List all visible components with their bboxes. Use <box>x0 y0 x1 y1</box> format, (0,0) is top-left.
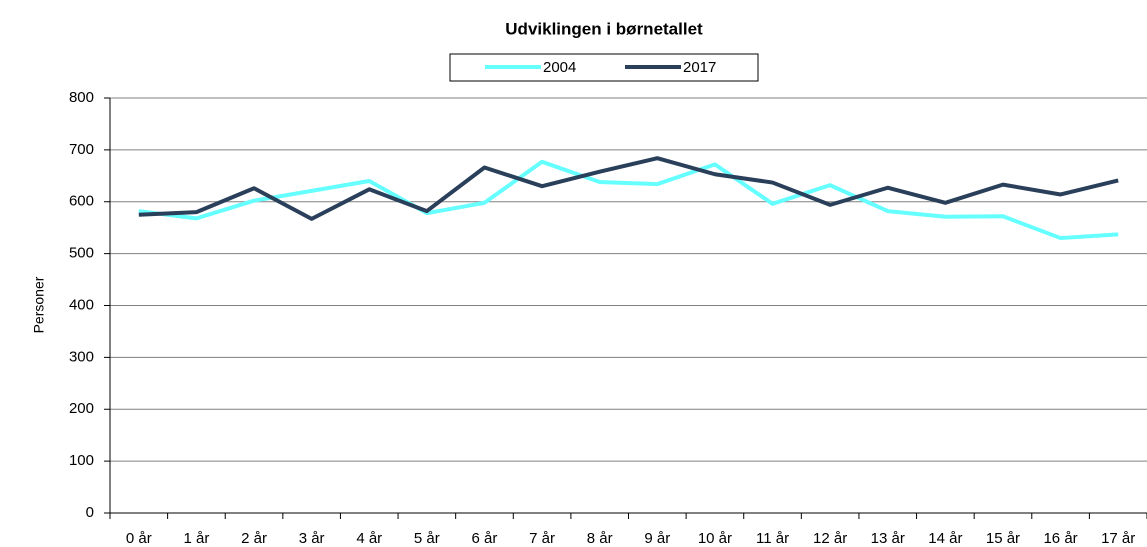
x-tick-label: 16 år <box>1043 530 1077 547</box>
x-tick-label: 11 år <box>756 530 789 547</box>
x-tick-label: 4 år <box>356 530 382 547</box>
legend-label: 2017 <box>683 59 716 76</box>
y-tick-label: 600 <box>69 193 94 210</box>
x-tick-label: 12 år <box>813 530 847 547</box>
x-tick-label: 13 år <box>871 530 905 547</box>
x-tick-label: 10 år <box>698 530 732 547</box>
y-tick-label: 800 <box>69 89 94 106</box>
y-tick-label: 700 <box>69 141 94 158</box>
y-tick-label: 500 <box>69 245 94 262</box>
x-tick-label: 3 år <box>299 530 325 547</box>
x-tick-label: 8 år <box>587 530 613 547</box>
line-series <box>138 159 1119 241</box>
x-tick-label: 5 år <box>414 530 440 547</box>
x-tick-label: 7 år <box>529 530 555 547</box>
y-tick-label: 100 <box>69 452 94 469</box>
y-tick-label: 300 <box>69 348 94 365</box>
line-series <box>138 156 1119 221</box>
y-tick-label: 0 <box>86 504 94 521</box>
y-tick-label: 400 <box>69 296 94 313</box>
x-tick-label: 0 år <box>126 530 152 547</box>
x-tick-label: 2 år <box>241 530 267 547</box>
x-tick-label: 17 år <box>1101 530 1135 547</box>
x-tick-label: 1 år <box>183 530 209 547</box>
chart-title: Udviklingen i børnetallet <box>505 19 703 38</box>
x-tick-label: 9 år <box>644 530 670 547</box>
y-tick-label: 200 <box>69 400 94 417</box>
x-tick-label: 14 år <box>928 530 962 547</box>
x-tick-label: 6 år <box>472 530 498 547</box>
x-tick-label: 15 år <box>986 530 1020 547</box>
y-axis-label: Personer <box>31 276 47 333</box>
legend-label: 2004 <box>543 59 576 76</box>
